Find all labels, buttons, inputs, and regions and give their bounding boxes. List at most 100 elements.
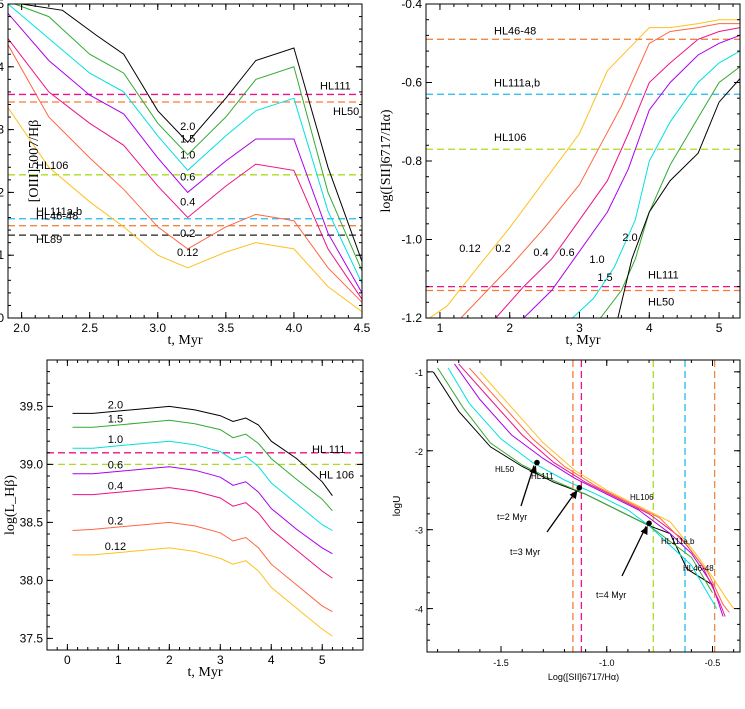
x-tick-label: 2.0 [13,321,30,335]
x-tick-label: 5 [319,653,326,667]
reference-line-label: HL50 [333,106,359,118]
y-tick-label: -1 [415,368,423,378]
series-line [495,27,740,318]
y-tick-label: -0.6 [401,76,422,90]
reference-line-label: HL111 [531,472,554,481]
series-line [14,4,362,272]
series-line [72,466,333,555]
reference-line-label: HL106 [630,493,654,502]
plot-frame [46,359,364,651]
y-tick-label: 39.5 [20,399,44,413]
series-label: 1.5 [108,413,123,425]
x-tick-label: 3 [576,321,583,335]
y-tick-label: 5 [0,0,4,11]
y-tick-label: -0.8 [401,154,422,168]
series-label: 2.0 [108,399,123,411]
series-label: 0.4 [108,481,123,493]
x-tick-label: 3 [217,653,224,667]
reference-line-label: HL46-48 [683,564,714,573]
plot-area [47,405,363,637]
y-tick-label: -2 [415,447,423,457]
marker-arrow [546,490,577,533]
y-axis-title: log(L_Hβ) [3,475,18,535]
series-label: 1.0 [108,434,123,446]
reference-line-label: HL50 [648,297,674,309]
marker-arrowhead [529,465,537,475]
series-label: 0.2 [495,243,510,255]
y-axis-title: [OIII]5007/Hβ [27,120,42,203]
reference-line-label: HL106 [36,160,68,172]
series-label: 2.0 [180,121,195,133]
y-tick-label: 0 [0,311,4,325]
y-tick-label: 1 [0,248,4,262]
series-label: 1.0 [589,254,604,266]
y-tick-label: -4 [415,605,423,615]
series-label: 0.6 [108,460,123,472]
x-tick-label: 1 [437,321,444,335]
x-tick-label: 3.0 [149,321,166,335]
plot-frame [425,3,741,319]
x-tick-label: 2.5 [81,321,98,335]
x-tick-label: 4.5 [354,321,371,335]
x-tick-label: -1.0 [599,658,615,668]
series-line [21,4,362,262]
y-tick-label: 39.0 [20,457,44,471]
panel-logu: HL50 HL111 HL106 HL111a,b HL46-48 t=2 Myr t=3 … [392,359,741,682]
x-tick-label: 4 [646,321,653,335]
series-line [617,78,740,318]
panel-oiii-hbeta: 2.01.51.00.60.40.20.12HL111HL50HL106HL11… [0,0,371,348]
y-tick-label: 2 [0,185,4,199]
series-line [454,363,724,617]
x-tick-label: 2 [506,321,513,335]
x-tick-label: -0.5 [705,658,721,668]
reference-line-label: HL46-48 [36,211,78,223]
series-label: 0.2 [180,228,195,240]
series-label: 0.12 [105,541,126,553]
series-line [8,4,362,284]
series-label: 0.4 [180,197,195,209]
series-label: 1.0 [180,149,195,161]
series-label: 0.6 [180,171,195,183]
x-axis-title: t, Myr [566,333,601,348]
panel-log-lhbeta: 2.0 1.5 1.0 0.6 0.4 0.2 0.12 HL 111 HL 106 0 1 2 3 4 5… [3,359,364,680]
series-line [572,50,740,318]
series-line [72,487,333,579]
series-line [447,367,718,609]
reference-line-label: HL111 [320,80,351,92]
x-axis-title: t, Myr [188,665,223,680]
plot-frame [426,359,741,653]
series-label: 1.5 [597,272,612,284]
series-line [72,547,333,637]
series-line [72,440,333,531]
reference-line-label: HL111a,b [494,77,540,89]
series-label: 0.12 [177,247,198,259]
x-tick-label: 0 [64,653,71,667]
marker-arrowhead [569,490,578,500]
series-label: 2.0 [622,232,637,244]
reference-line-label: HL46-48 [494,25,536,37]
reference-line-label: HL 111 [312,444,345,456]
series-line [8,107,362,313]
x-tick-label: 2 [166,653,173,667]
marker-label: t=3 Myr [510,547,540,557]
marker-arrow [621,526,647,577]
marker-label: t=2 Myr [497,512,527,522]
y-tick-label: 37.5 [20,631,44,645]
x-tick-label: 1 [115,653,122,667]
plot-area [8,4,362,313]
series-line [437,367,713,594]
time-marker [576,485,583,491]
series-line [460,23,740,318]
series-label: 0.6 [559,247,574,259]
x-tick-label: 4 [268,653,275,667]
y-tick-label: 3 [0,123,4,137]
series-line [600,66,740,318]
x-tick-label: 3.5 [218,321,235,335]
marker-label: t=4 Myr [596,590,626,600]
y-axis-title: log([SII]6717/Hα) [379,109,394,212]
time-marker [534,459,540,466]
x-tick-label: 5 [716,321,723,335]
series-line [458,363,726,617]
series-line [523,34,740,318]
